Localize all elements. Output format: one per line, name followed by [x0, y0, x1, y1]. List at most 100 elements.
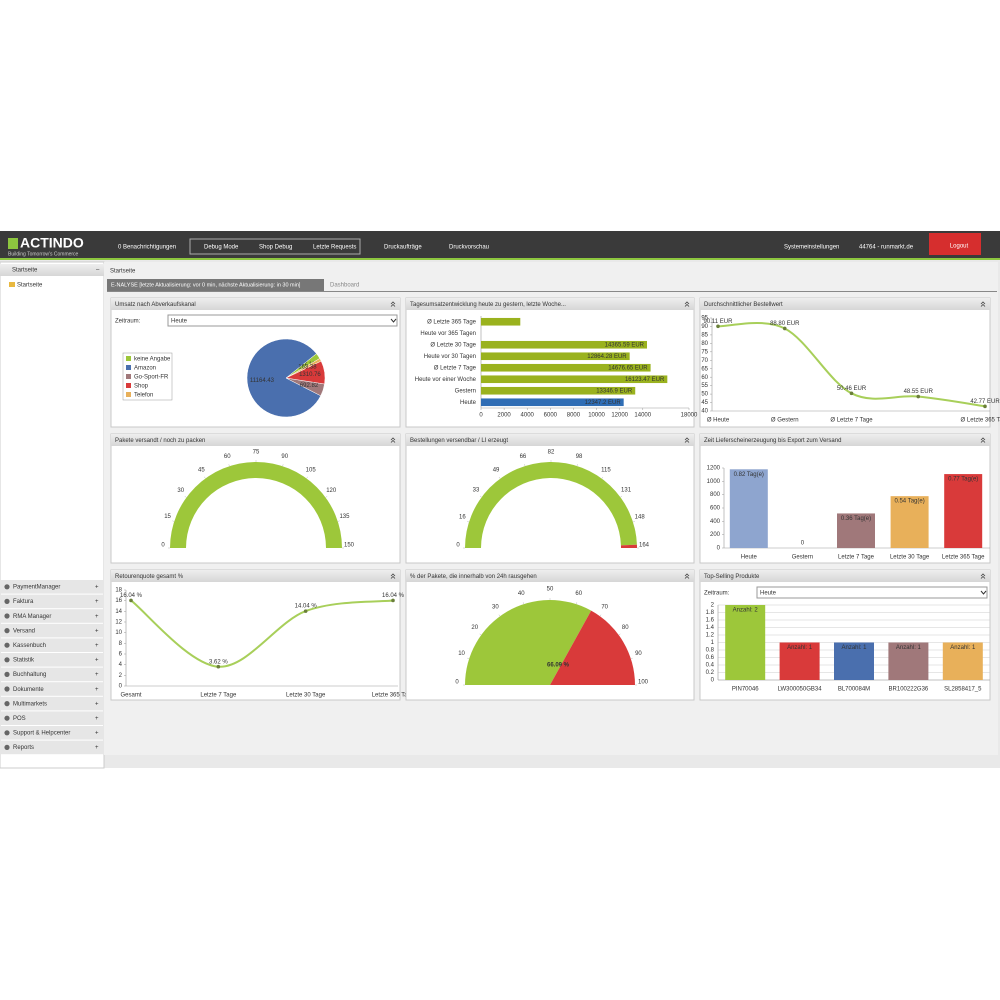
point [216, 664, 221, 669]
y-tick-label: 400 [710, 519, 721, 525]
menu-item[interactable] [1, 726, 103, 740]
print-jobs[interactable]: Druckaufträge [384, 245, 422, 251]
menu-item[interactable] [1, 609, 103, 623]
logout-button[interactable] [929, 233, 981, 255]
menu-item[interactable] [1, 638, 103, 652]
debug-mode[interactable]: Debug Mode [204, 245, 239, 251]
tick-mark [467, 521, 470, 523]
menu-item[interactable] [1, 623, 103, 638]
menu-label[interactable]: PaymentManager [13, 585, 60, 591]
panel-title: Zeit Lieferscheinerzeugung bis Export zu… [704, 438, 841, 444]
collapse-icon[interactable] [684, 301, 690, 307]
shop-debug[interactable]: Shop Debug [259, 245, 292, 251]
menu-icon [4, 584, 10, 590]
category-label: Ø Letzte 30 Tage [430, 342, 476, 348]
collapse-icon[interactable] [390, 301, 396, 307]
tagline: Building Tomorrow's Commerce [8, 251, 79, 257]
value-label: 14676.65 EUR [608, 365, 648, 371]
slice-label: 11164.43 [250, 378, 275, 384]
menu-label[interactable]: RMA Manager [13, 614, 51, 620]
tick-mark [632, 521, 635, 523]
collapse-icon[interactable] [390, 573, 396, 579]
tab[interactable]: Dashboard [330, 283, 359, 289]
collapse-icon[interactable] [684, 573, 690, 579]
menu-label[interactable]: Buchhaltung [13, 672, 46, 678]
menu-item[interactable] [1, 696, 103, 711]
value-label: 88.80 EUR [770, 321, 800, 327]
gauge-tick-label: 82 [548, 450, 555, 456]
gauge-tick-label: 90 [281, 454, 288, 460]
y-tick-label: 1000 [707, 479, 721, 485]
y-tick-label: 4 [119, 662, 123, 668]
value-label: Anzahl: 1 [841, 645, 867, 651]
slice-label: 327.11 [297, 362, 316, 368]
menu-label[interactable]: Dokumente [13, 687, 44, 693]
menu-label[interactable]: Support & Helpcenter [13, 731, 70, 737]
panel-header [406, 298, 694, 310]
active-tab[interactable] [107, 279, 324, 291]
gauge-tick-label: 60 [575, 591, 582, 597]
x-tick-label: 2000 [497, 413, 511, 419]
account[interactable]: 44764 - runmarkt.de [859, 245, 914, 251]
menu-label[interactable]: Reports [13, 745, 34, 751]
menu-item[interactable] [1, 667, 103, 682]
legend-label: Shop [134, 383, 149, 389]
menu-label[interactable]: Statistik [13, 658, 35, 664]
tab[interactable]: E-NALYSE [letzte Aktualisierung: vor 0 m… [111, 282, 301, 288]
collapse[interactable]: – [96, 268, 100, 274]
menu-label[interactable]: POS [13, 716, 26, 722]
dropdown-value[interactable]: Heute [171, 319, 188, 325]
gauge-tick-label: 0 [161, 543, 165, 549]
legend-label: keine Angabe [134, 356, 171, 362]
pie-slice [246, 338, 322, 418]
menu-icon [4, 701, 10, 707]
settings[interactable]: Systemeinstellungen [784, 245, 839, 251]
collapse-icon[interactable] [684, 437, 690, 443]
menu-item[interactable] [1, 653, 103, 667]
gauge-tick-label: 120 [326, 488, 337, 494]
last-requests[interactable]: Letzte Requests [313, 245, 356, 251]
menu-item[interactable] [1, 711, 103, 725]
menu-label[interactable]: Versand [13, 628, 35, 634]
dropdown[interactable] [756, 586, 988, 599]
x-tick-label: Letzte 30 Tage [890, 555, 930, 561]
gauge-tick-label: 150 [344, 543, 355, 549]
menu-item[interactable] [1, 740, 103, 755]
menu-label[interactable]: Multimarkets [13, 701, 47, 707]
tick-mark [479, 495, 482, 498]
menu-icon [4, 642, 10, 648]
y-tick-label: 200 [710, 532, 721, 538]
collapse-icon[interactable] [980, 437, 986, 443]
menu-label[interactable]: Faktura [13, 599, 34, 605]
tree-item[interactable]: Startseite [17, 283, 43, 289]
y-tick-label: 75 [701, 349, 708, 355]
collapse-icon[interactable] [980, 573, 986, 579]
x-tick-label: SL2858417_5 [944, 687, 982, 693]
y-tick-label: 0 [711, 678, 715, 684]
bar [481, 363, 651, 372]
tick-mark [228, 464, 230, 467]
y-tick-label: 60 [701, 375, 708, 381]
bar [888, 642, 929, 680]
panel-header [406, 570, 694, 582]
debug-group [189, 238, 361, 255]
print-preview[interactable]: Druckvorschau [449, 245, 489, 251]
y-tick-label: 55 [701, 383, 708, 389]
menu-item[interactable] [1, 682, 103, 696]
collapse-icon[interactable] [390, 437, 396, 443]
menu-item[interactable] [1, 594, 103, 609]
dropdown-value[interactable]: Heute [760, 591, 777, 597]
logout[interactable]: Logout [950, 244, 969, 250]
menu-item[interactable] [1, 580, 103, 594]
bar [834, 642, 874, 680]
x-tick-label: PIN70046 [732, 687, 759, 693]
collapse-icon[interactable] [980, 301, 986, 307]
x-tick-label: Ø Letzte 7 Tage [830, 418, 873, 424]
y-tick-label: 600 [710, 506, 721, 512]
dropdown[interactable] [167, 314, 398, 327]
logo-icon [8, 238, 18, 249]
notifications[interactable]: 0 Benachrichtigungen [118, 245, 176, 251]
menu-label[interactable]: Kassenbuch [13, 643, 46, 649]
gauge-tick-label: 0 [456, 543, 460, 549]
